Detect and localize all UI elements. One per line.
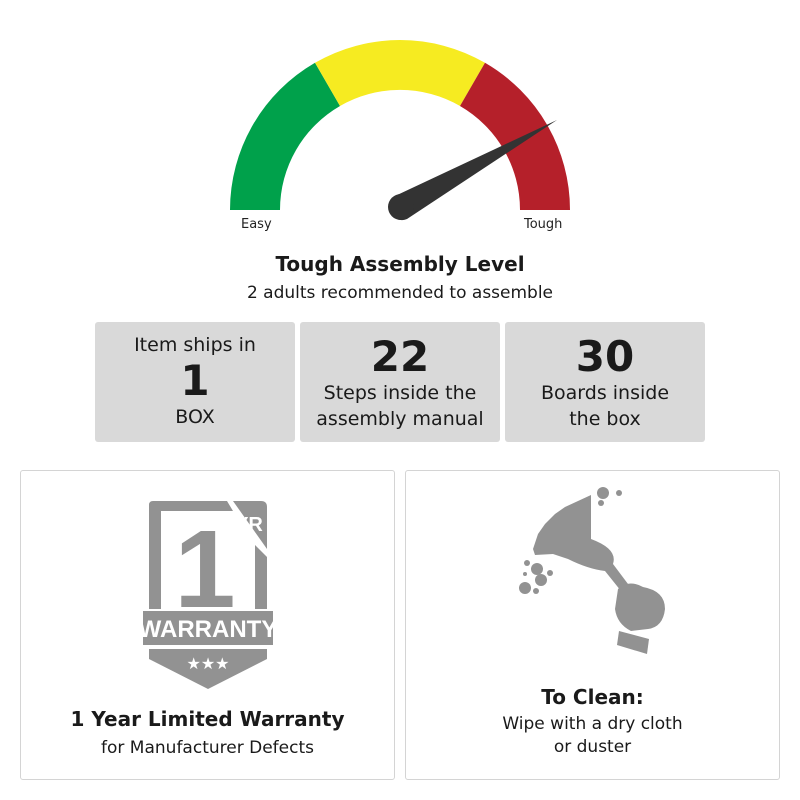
stat-box-boards: 30 Boards inside the box [505,322,705,442]
stat-label: BOX [175,406,215,428]
gauge-min-label: Easy [241,217,272,232]
stat-value: 30 [575,332,635,381]
gauge-needle [388,120,557,221]
stat-value: 1 [180,356,210,405]
stat-label: Steps inside the [323,382,477,404]
feather-duster-icon [518,487,665,654]
stat-box-steps: 22 Steps inside the assembly manual [300,322,500,442]
stat-label: Boards inside [540,382,670,404]
assembly-gauge [230,40,570,221]
svg-text:★★★: ★★★ [186,654,229,673]
warranty-title: 1 Year Limited Warranty [70,707,345,731]
warranty-card: YR 1 WARRANTY ★★★ 1 Year Limited Warrant… [20,470,395,780]
stat-label: assembly manual [316,408,484,430]
cleaning-title: To Clean: [541,685,644,709]
assembly-title: Tough Assembly Level [275,252,525,276]
gauge-tough-segment [460,62,570,210]
warranty-subtitle: for Manufacturer Defects [101,738,314,758]
gauge-medium-segment [315,40,485,107]
svg-text:1: 1 [174,508,235,631]
stat-label: Item ships in [134,334,256,356]
assembly-subtitle: 2 adults recommended to assemble [246,283,554,303]
stat-value: 22 [370,332,430,381]
stat-label: the box [569,408,641,430]
cleaning-card: To Clean: Wipe with a dry cloth or duste… [405,470,780,780]
stat-box-ships: Item ships in 1 BOX [95,322,295,442]
warranty-badge-icon: YR 1 WARRANTY ★★★ [142,501,273,689]
gauge-easy-segment [230,62,340,210]
cleaning-line2: or duster [553,737,632,757]
gauge-max-label: Tough [524,217,563,232]
svg-text:WARRANTY: WARRANTY [143,616,273,643]
cleaning-line1: Wipe with a dry cloth [502,714,683,734]
svg-text:YR: YR [235,514,263,536]
